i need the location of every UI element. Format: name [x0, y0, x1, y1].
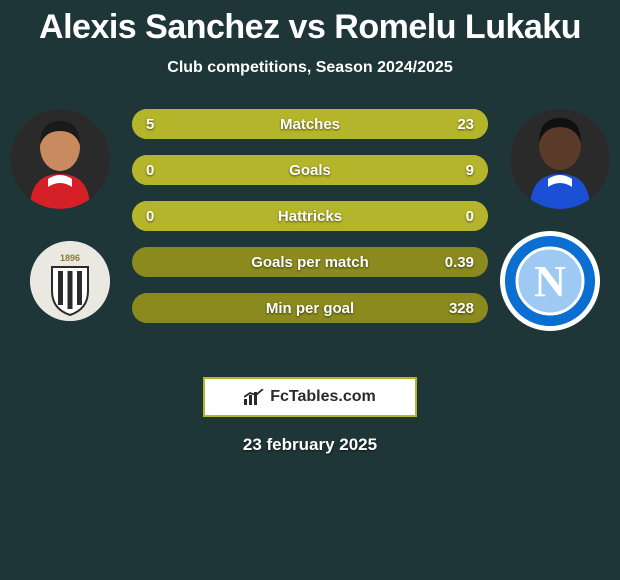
brand-box: FcTables.com: [203, 377, 417, 417]
stat-label: Hattricks: [196, 208, 424, 225]
stat-value-right: 23: [424, 116, 474, 133]
page-subtitle: Club competitions, Season 2024/2025: [0, 59, 620, 77]
stat-value-left: 0: [146, 162, 196, 179]
stat-row: 0Goals9: [132, 155, 488, 185]
player2-portrait: [510, 109, 610, 209]
stat-value-left: 0: [146, 208, 196, 225]
svg-text:1896: 1896: [60, 253, 80, 263]
stat-label: Min per goal: [196, 300, 424, 317]
player1-club-badge: 1896: [30, 241, 110, 321]
stat-label: Goals per match: [196, 254, 424, 271]
player2-club-badge: N: [500, 231, 600, 331]
stat-value-right: 328: [424, 300, 474, 317]
comparison-arena: 1896 N 5Matches230Goals90Hattricks0Goals…: [0, 109, 620, 359]
stat-row: Goals per match0.39: [132, 247, 488, 277]
stat-value-right: 0.39: [424, 254, 474, 271]
stat-row: Min per goal328: [132, 293, 488, 323]
stat-label: Matches: [196, 116, 424, 133]
stat-value-right: 9: [424, 162, 474, 179]
chart-icon: [244, 389, 264, 405]
player1-portrait: [10, 109, 110, 209]
stat-value-left: 5: [146, 116, 196, 133]
brand-text: FcTables.com: [270, 388, 376, 406]
page-title: Alexis Sanchez vs Romelu Lukaku: [0, 0, 620, 47]
stat-label: Goals: [196, 162, 424, 179]
footer-date: 23 february 2025: [0, 435, 620, 455]
stat-rows: 5Matches230Goals90Hattricks0Goals per ma…: [132, 109, 488, 339]
stat-row: 0Hattricks0: [132, 201, 488, 231]
stat-row: 5Matches23: [132, 109, 488, 139]
stat-value-right: 0: [424, 208, 474, 225]
svg-text:N: N: [534, 257, 566, 306]
